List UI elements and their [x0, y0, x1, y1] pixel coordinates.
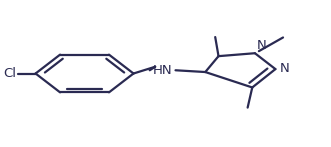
Text: N: N [280, 62, 290, 75]
Text: N: N [257, 40, 267, 52]
Text: Cl: Cl [4, 67, 17, 80]
Text: HN: HN [153, 64, 172, 77]
